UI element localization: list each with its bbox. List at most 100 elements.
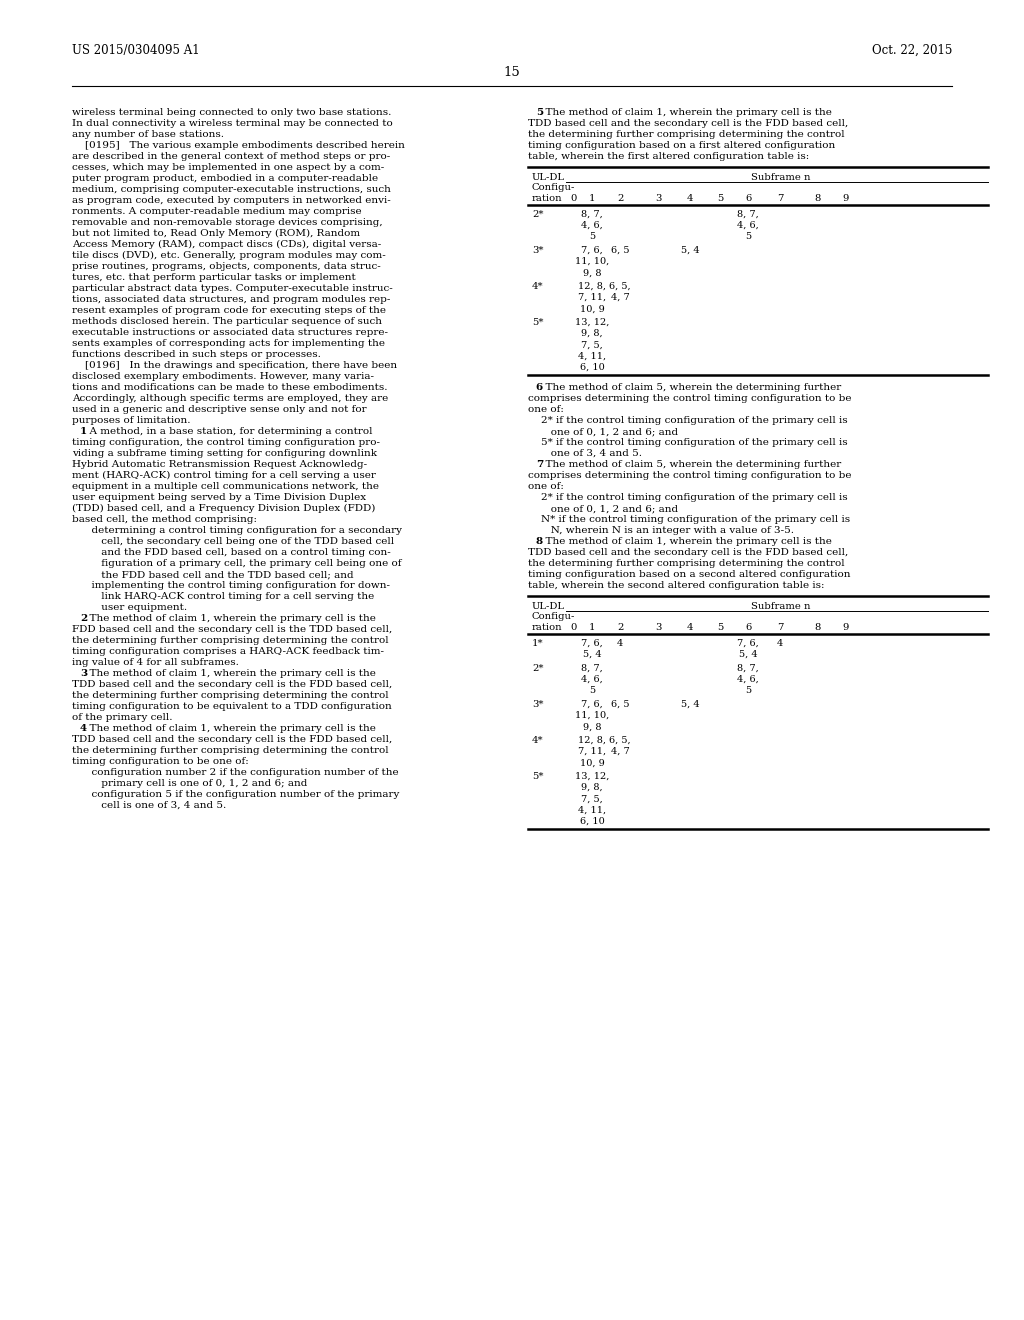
Text: . A method, in a base station, for determining a control: . A method, in a base station, for deter… xyxy=(83,426,372,436)
Text: 6, 5: 6, 5 xyxy=(610,246,630,255)
Text: one of 0, 1, 2 and 6; and: one of 0, 1, 2 and 6; and xyxy=(528,426,678,436)
Text: timing configuration based on a first altered configuration: timing configuration based on a first al… xyxy=(528,141,836,150)
Text: 8, 7,
4, 6,
5: 8, 7, 4, 6, 5 xyxy=(582,664,603,696)
Text: the determining further comprising determining the control: the determining further comprising deter… xyxy=(72,690,389,700)
Text: viding a subframe timing setting for configuring downlink: viding a subframe timing setting for con… xyxy=(72,449,377,458)
Text: 2* if the control timing configuration of the primary cell is: 2* if the control timing configuration o… xyxy=(528,492,848,502)
Text: tile discs (DVD), etc. Generally, program modules may com-: tile discs (DVD), etc. Generally, progra… xyxy=(72,251,386,260)
Text: 3*: 3* xyxy=(532,700,544,709)
Text: the determining further comprising determining the control: the determining further comprising deter… xyxy=(72,636,389,645)
Text: ment (HARQ-ACK) control timing for a cell serving a user: ment (HARQ-ACK) control timing for a cel… xyxy=(72,471,376,480)
Text: ronments. A computer-readable medium may comprise: ronments. A computer-readable medium may… xyxy=(72,207,361,216)
Text: N, wherein N is an integer with a value of 3-5.: N, wherein N is an integer with a value … xyxy=(528,525,794,535)
Text: 5, 4: 5, 4 xyxy=(681,700,699,709)
Text: 7, 6,
5, 4: 7, 6, 5, 4 xyxy=(737,639,759,659)
Text: 4*: 4* xyxy=(532,282,544,290)
Text: user equipment being served by a Time Division Duplex: user equipment being served by a Time Di… xyxy=(72,492,367,502)
Text: UL-DL: UL-DL xyxy=(532,173,565,182)
Text: but not limited to, Read Only Memory (ROM), Random: but not limited to, Read Only Memory (RO… xyxy=(72,228,360,238)
Text: 4: 4 xyxy=(80,723,87,733)
Text: tures, etc. that perform particular tasks or implement: tures, etc. that perform particular task… xyxy=(72,273,355,282)
Text: user equipment.: user equipment. xyxy=(72,603,187,612)
Text: used in a generic and descriptive sense only and not for: used in a generic and descriptive sense … xyxy=(72,405,367,414)
Text: timing configuration to be equivalent to a TDD configuration: timing configuration to be equivalent to… xyxy=(72,702,392,711)
Text: the determining further comprising determining the control: the determining further comprising deter… xyxy=(72,746,389,755)
Text: the FDD based cell and the TDD based cell; and: the FDD based cell and the TDD based cel… xyxy=(72,570,353,579)
Text: 7, 6,
11, 10,
9, 8: 7, 6, 11, 10, 9, 8 xyxy=(574,246,609,277)
Text: particular abstract data types. Computer-executable instruc-: particular abstract data types. Computer… xyxy=(72,284,393,293)
Text: 5: 5 xyxy=(717,194,723,203)
Text: based cell, the method comprising:: based cell, the method comprising: xyxy=(72,515,257,524)
Text: timing configuration, the control timing configuration pro-: timing configuration, the control timing… xyxy=(72,438,380,447)
Text: Configu-: Configu- xyxy=(532,612,575,620)
Text: tions and modifications can be made to these embodiments.: tions and modifications can be made to t… xyxy=(72,383,387,392)
Text: equipment in a multiple cell communications network, the: equipment in a multiple cell communicati… xyxy=(72,482,379,491)
Text: 1*: 1* xyxy=(532,639,544,648)
Text: table, wherein the first altered configuration table is:: table, wherein the first altered configu… xyxy=(528,152,809,161)
Text: resent examples of program code for executing steps of the: resent examples of program code for exec… xyxy=(72,306,386,315)
Text: 1: 1 xyxy=(589,623,595,632)
Text: 15: 15 xyxy=(504,66,520,79)
Text: functions described in such steps or processes.: functions described in such steps or pro… xyxy=(72,350,321,359)
Text: ration: ration xyxy=(532,623,562,632)
Text: 5*: 5* xyxy=(532,318,544,327)
Text: cesses, which may be implemented in one aspect by a com-: cesses, which may be implemented in one … xyxy=(72,162,384,172)
Text: sents examples of corresponding acts for implementing the: sents examples of corresponding acts for… xyxy=(72,339,385,348)
Text: timing configuration comprises a HARQ-ACK feedback tim-: timing configuration comprises a HARQ-AC… xyxy=(72,647,384,656)
Text: one of 3, 4 and 5.: one of 3, 4 and 5. xyxy=(528,449,642,458)
Text: 13, 12,
9, 8,
7, 5,
4, 11,
6, 10: 13, 12, 9, 8, 7, 5, 4, 11, 6, 10 xyxy=(574,318,609,371)
Text: 4: 4 xyxy=(687,194,693,203)
Text: TDD based cell and the secondary cell is the FDD based cell,: TDD based cell and the secondary cell is… xyxy=(72,680,392,689)
Text: Accordingly, although specific terms are employed, they are: Accordingly, although specific terms are… xyxy=(72,393,388,403)
Text: of the primary cell.: of the primary cell. xyxy=(72,713,172,722)
Text: cell, the secondary cell being one of the TDD based cell: cell, the secondary cell being one of th… xyxy=(72,537,394,546)
Text: timing configuration to be one of:: timing configuration to be one of: xyxy=(72,756,249,766)
Text: as program code, executed by computers in networked envi-: as program code, executed by computers i… xyxy=(72,195,391,205)
Text: 13, 12,
9, 8,
7, 5,
4, 11,
6, 10: 13, 12, 9, 8, 7, 5, 4, 11, 6, 10 xyxy=(574,772,609,825)
Text: 9: 9 xyxy=(843,623,849,632)
Text: link HARQ-ACK control timing for a cell serving the: link HARQ-ACK control timing for a cell … xyxy=(72,591,374,601)
Text: UL-DL: UL-DL xyxy=(532,602,565,611)
Text: Subframe n: Subframe n xyxy=(752,602,811,611)
Text: 7, 6,
11, 10,
9, 8: 7, 6, 11, 10, 9, 8 xyxy=(574,700,609,731)
Text: 4: 4 xyxy=(616,639,624,648)
Text: 5* if the control timing configuration of the primary cell is: 5* if the control timing configuration o… xyxy=(528,438,848,447)
Text: Configu-: Configu- xyxy=(532,183,575,191)
Text: 2: 2 xyxy=(80,614,87,623)
Text: 6, 5: 6, 5 xyxy=(610,700,630,709)
Text: In dual connectivity a wireless terminal may be connected to: In dual connectivity a wireless terminal… xyxy=(72,119,393,128)
Text: purposes of limitation.: purposes of limitation. xyxy=(72,416,190,425)
Text: 3: 3 xyxy=(654,623,662,632)
Text: 5: 5 xyxy=(536,108,543,117)
Text: configuration number 2 if the configuration number of the: configuration number 2 if the configurat… xyxy=(72,768,398,777)
Text: 7: 7 xyxy=(777,623,783,632)
Text: Oct. 22, 2015: Oct. 22, 2015 xyxy=(871,44,952,57)
Text: ing value of 4 for all subframes.: ing value of 4 for all subframes. xyxy=(72,657,239,667)
Text: executable instructions or associated data structures repre-: executable instructions or associated da… xyxy=(72,327,388,337)
Text: 6, 5,
4, 7: 6, 5, 4, 7 xyxy=(609,737,631,756)
Text: 5, 4: 5, 4 xyxy=(681,246,699,255)
Text: medium, comprising computer-executable instructions, such: medium, comprising computer-executable i… xyxy=(72,185,391,194)
Text: 2: 2 xyxy=(616,194,624,203)
Text: implementing the control timing configuration for down-: implementing the control timing configur… xyxy=(72,581,390,590)
Text: disclosed exemplary embodiments. However, many varia-: disclosed exemplary embodiments. However… xyxy=(72,372,374,381)
Text: 3*: 3* xyxy=(532,246,544,255)
Text: . The method of claim 1, wherein the primary cell is the: . The method of claim 1, wherein the pri… xyxy=(83,669,376,678)
Text: 6: 6 xyxy=(536,383,543,392)
Text: TDD based cell and the secondary cell is the FDD based cell,: TDD based cell and the secondary cell is… xyxy=(528,548,848,557)
Text: 0: 0 xyxy=(570,623,578,632)
Text: comprises determining the control timing configuration to be: comprises determining the control timing… xyxy=(528,393,852,403)
Text: one of:: one of: xyxy=(528,482,564,491)
Text: 6, 5,
4, 7: 6, 5, 4, 7 xyxy=(609,282,631,302)
Text: 8, 7,
4, 6,
5: 8, 7, 4, 6, 5 xyxy=(737,210,759,242)
Text: US 2015/0304095 A1: US 2015/0304095 A1 xyxy=(72,44,200,57)
Text: timing configuration based on a second altered configuration: timing configuration based on a second a… xyxy=(528,570,851,579)
Text: are described in the general context of method steps or pro-: are described in the general context of … xyxy=(72,152,390,161)
Text: table, wherein the second altered configuration table is:: table, wherein the second altered config… xyxy=(528,581,824,590)
Text: [0196]   In the drawings and specification, there have been: [0196] In the drawings and specification… xyxy=(72,360,397,370)
Text: comprises determining the control timing configuration to be: comprises determining the control timing… xyxy=(528,471,852,480)
Text: tions, associated data structures, and program modules rep-: tions, associated data structures, and p… xyxy=(72,294,390,304)
Text: methods disclosed herein. The particular sequence of such: methods disclosed herein. The particular… xyxy=(72,317,382,326)
Text: the determining further comprising determining the control: the determining further comprising deter… xyxy=(528,558,845,568)
Text: 8, 7,
4, 6,
5: 8, 7, 4, 6, 5 xyxy=(737,664,759,696)
